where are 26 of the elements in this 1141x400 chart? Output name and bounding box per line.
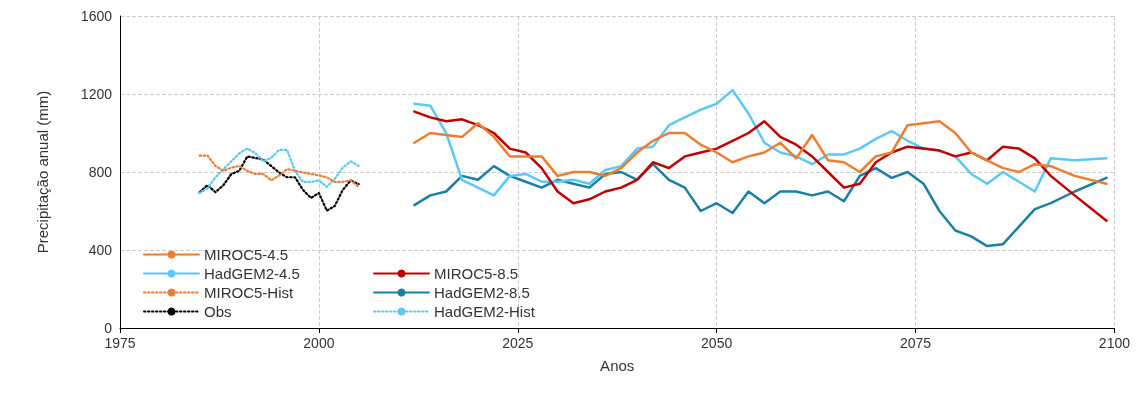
line-series [198,155,360,212]
legend-label: MIROC5-4.5 [204,246,289,263]
legend-label: HadGEM2-Hist [434,303,536,320]
x-tick-label: 2025 [502,335,534,351]
x-tick-label: 2075 [899,335,932,351]
y-tick-label: 0 [104,320,113,336]
legend-label: HadGEM2-8.5 [434,284,530,301]
y-tick-label: 400 [88,242,113,258]
legend-label: MIROC5-8.5 [434,265,519,282]
x-tick-label: 2050 [701,335,733,351]
legend-label: Obs [204,303,232,320]
x-axis-title: Anos [600,357,635,374]
x-tick-label: 2100 [1098,335,1131,351]
legend-label: HadGEM2-4.5 [204,265,300,282]
line-series [413,120,1108,185]
x-tick-label: 2000 [303,335,335,351]
y-tick-label: 1200 [80,86,113,102]
legend-label: MIROC5-Hist [204,284,294,301]
y-tick-label: 800 [88,164,113,180]
y-axis-title: Precipitação anual (mm) [34,90,51,254]
y-tick-label: 1600 [80,8,113,24]
line-series [413,110,1108,222]
line-series [413,162,1108,248]
x-tick-label: 1975 [104,335,136,351]
line-series [198,154,360,188]
line-series [198,147,360,195]
